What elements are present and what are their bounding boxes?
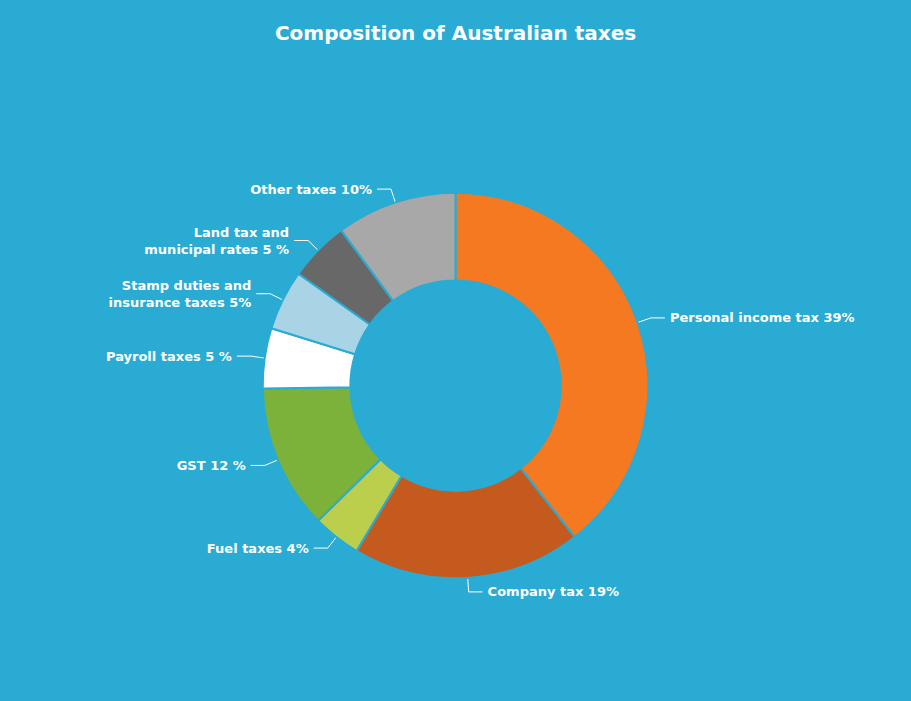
svg-text:municipal rates 5 %: municipal rates 5 % (144, 242, 289, 257)
svg-text:insurance taxes 5%: insurance taxes 5% (109, 295, 252, 310)
svg-text:Stamp duties and: Stamp duties and (122, 278, 251, 293)
svg-text:Personal income tax 39%: Personal income tax 39% (670, 310, 855, 325)
svg-text:Other taxes 10%: Other taxes 10% (250, 182, 372, 197)
svg-text:Payroll taxes 5 %: Payroll taxes 5 % (106, 349, 232, 364)
svg-text:Land tax and: Land tax and (194, 225, 289, 240)
svg-text:Composition of Australian taxe: Composition of Australian taxes (275, 21, 636, 45)
svg-text:Fuel taxes 4%: Fuel taxes 4% (207, 541, 309, 556)
svg-text:Company tax 19%: Company tax 19% (488, 584, 619, 599)
svg-text:GST 12 %: GST 12 % (177, 458, 246, 473)
